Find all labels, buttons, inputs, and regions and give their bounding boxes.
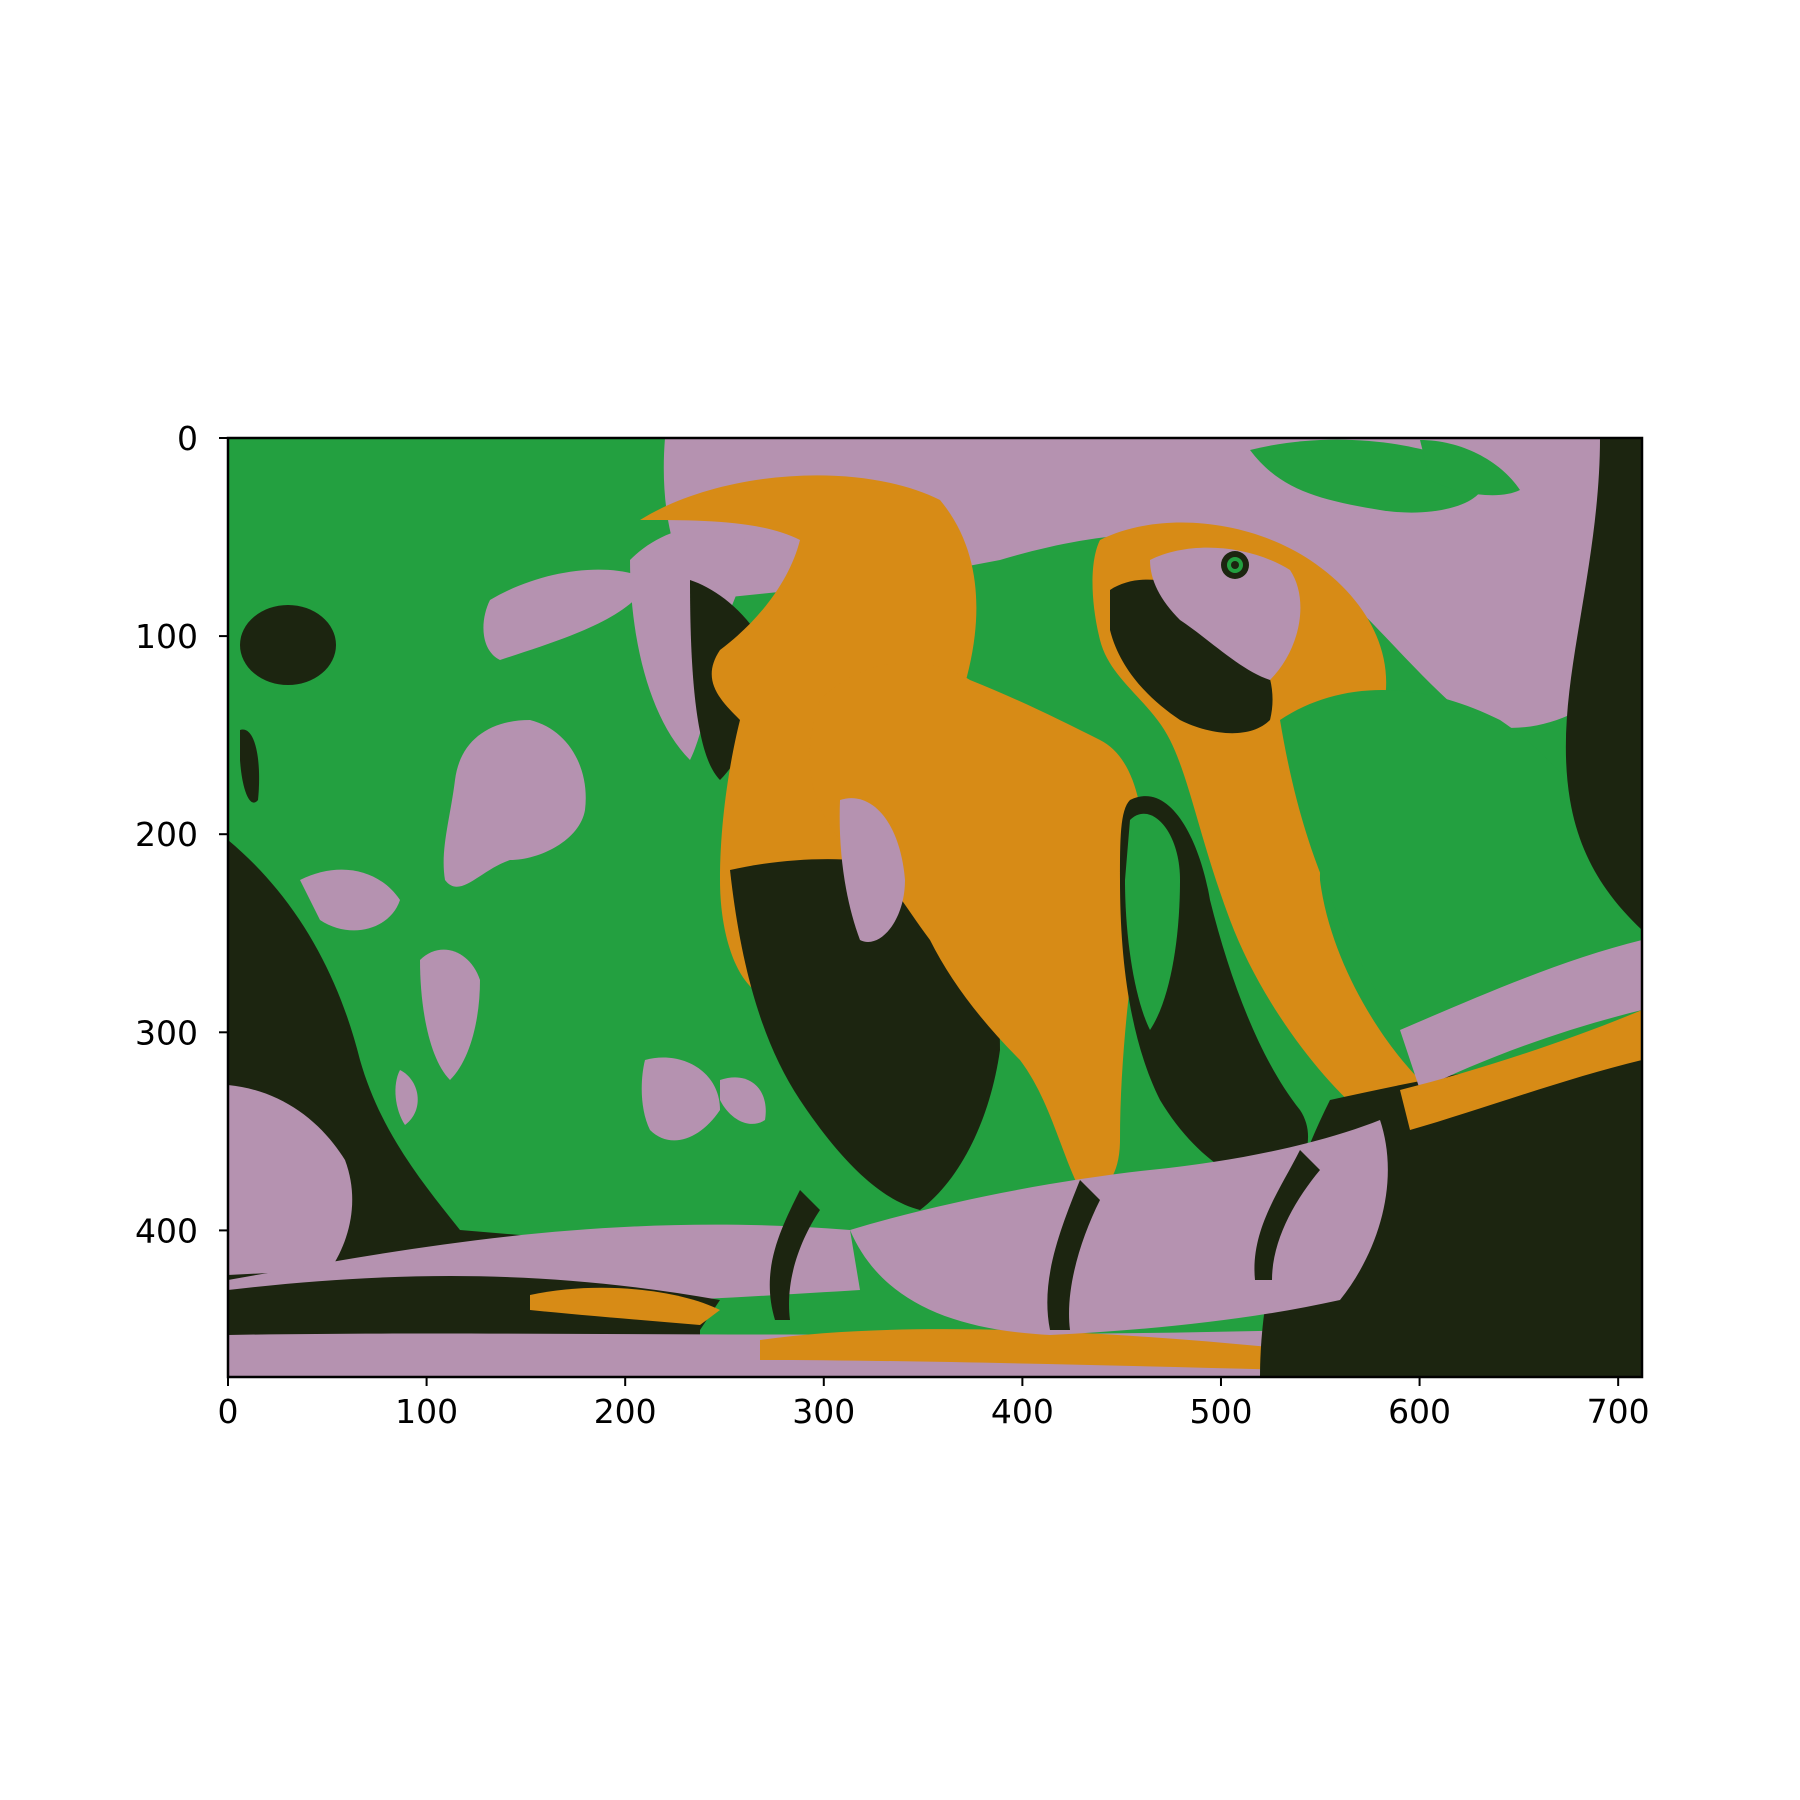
pink-branch-right	[1400, 940, 1642, 1090]
x-tick-label: 600	[1388, 1392, 1451, 1431]
x-tick-label: 200	[594, 1392, 657, 1431]
left-parrot-beak	[630, 526, 747, 760]
left-parrot-orange-body	[640, 475, 977, 1000]
y-tick-label: 200	[135, 815, 198, 854]
x-tick-label: 500	[1189, 1392, 1252, 1431]
pink-branch-center	[850, 1120, 1388, 1335]
x-tick-label: 700	[1587, 1392, 1650, 1431]
claw-right	[1254, 1150, 1320, 1280]
x-tick-label: 400	[991, 1392, 1054, 1431]
pink-spot-left-big	[443, 720, 586, 887]
y-tick-label: 100	[135, 617, 198, 656]
claw-left	[769, 1190, 820, 1320]
right-parrot-dark-face	[1110, 579, 1273, 734]
orange-bottom-highlights	[530, 1287, 720, 1325]
right-parrot-green-wing	[1280, 690, 1640, 1040]
x-tick-label: 100	[395, 1392, 458, 1431]
y-axis: 0 100 200 300 400	[135, 419, 228, 1250]
left-parrot-dark-wing	[730, 859, 1000, 1210]
pink-lower-left-rock	[228, 1085, 353, 1275]
quantized-parrot-image	[228, 438, 1642, 1377]
right-parrot-pink-face	[1150, 547, 1301, 680]
orange-branch-right	[1400, 1010, 1642, 1130]
middle-parrot-orange-crest	[809, 662, 1144, 1193]
y-tick-label: 400	[135, 1211, 198, 1250]
middle-parrot-pink-face	[839, 798, 905, 942]
x-tick-label: 300	[792, 1392, 855, 1431]
x-axis: 0 100 200 300 400 500 600 700	[218, 1377, 1650, 1431]
dark-spot-upper-left	[240, 605, 336, 685]
axes-frame	[226, 436, 1644, 1379]
y-tick-label: 0	[177, 419, 198, 458]
x-tick-label: 0	[218, 1392, 239, 1431]
y-tick-label: 300	[135, 1013, 198, 1052]
claw-middle	[1047, 1180, 1100, 1330]
dark-right-wall	[1565, 438, 1642, 930]
